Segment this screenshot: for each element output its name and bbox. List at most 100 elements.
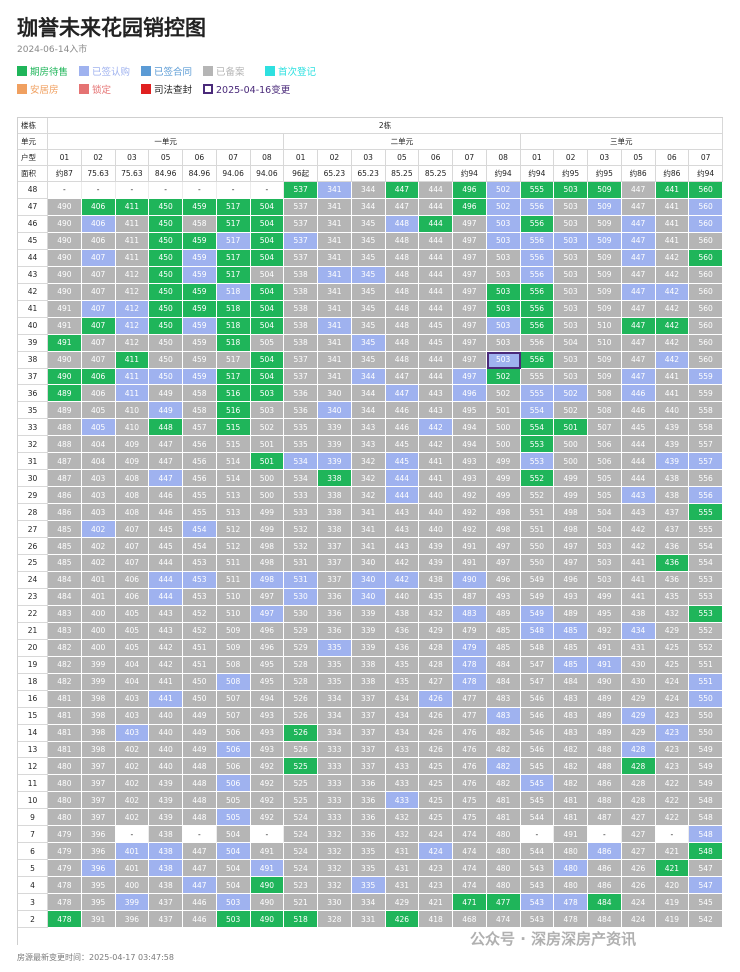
unit-cell: 402 bbox=[115, 758, 150, 776]
unit-cell: 398 bbox=[81, 707, 116, 725]
unit-cell: 447 bbox=[149, 436, 183, 454]
unit-cell: 497 bbox=[453, 215, 487, 233]
unit-cell: 441 bbox=[655, 182, 690, 199]
floor-label: 24 bbox=[18, 571, 48, 589]
unit-cell: 423 bbox=[655, 707, 690, 725]
unit-cell: 440 bbox=[419, 504, 453, 522]
unit-cell: 560 bbox=[689, 182, 723, 199]
unit-cell: 538 bbox=[284, 317, 318, 335]
unit-cell: 345 bbox=[351, 300, 386, 318]
unit-cell: 538 bbox=[284, 334, 318, 352]
unit-cell: 533 bbox=[284, 504, 318, 522]
unit-cell: 406 bbox=[81, 385, 116, 403]
unit-cell: 447 bbox=[621, 215, 656, 233]
unit-cell: 498 bbox=[554, 521, 588, 539]
unit-cell: 438 bbox=[149, 860, 183, 878]
legend-item: 已签认购 bbox=[79, 64, 141, 78]
unit-cell: 551 bbox=[689, 673, 723, 691]
unit-cell: 447 bbox=[385, 368, 420, 386]
unit-cell: 424 bbox=[419, 843, 453, 861]
unit-cell: 491 bbox=[453, 555, 487, 572]
unit-cell: 505 bbox=[216, 809, 251, 827]
unit-cell: 456 bbox=[183, 470, 217, 488]
unit-cell: 509 bbox=[588, 232, 622, 250]
unit-cell: 504 bbox=[216, 843, 251, 861]
floor-label: 36 bbox=[18, 385, 48, 403]
unit-cell: 398 bbox=[81, 741, 116, 759]
unit-cell: 444 bbox=[621, 453, 656, 471]
unit-cell: 400 bbox=[81, 622, 116, 640]
unit-cell: 456 bbox=[183, 436, 217, 454]
unit-cell: 552 bbox=[520, 487, 555, 505]
unit-cell: 557 bbox=[689, 453, 723, 471]
unit-cell: 448 bbox=[385, 351, 420, 369]
unit-cell: 490 bbox=[250, 894, 285, 912]
floor-label: 6 bbox=[18, 843, 48, 861]
unit-cell: 505 bbox=[250, 334, 285, 352]
unit-cell: 407 bbox=[115, 521, 150, 539]
unit-cell: 480 bbox=[48, 809, 82, 827]
unit-cell: 548 bbox=[689, 826, 723, 844]
unit-cell: 333 bbox=[318, 809, 352, 827]
unit-cell: 447 bbox=[149, 470, 183, 488]
unit-cell: 498 bbox=[554, 504, 588, 522]
unit-cell: 497 bbox=[554, 555, 588, 572]
unit-cell: 411 bbox=[115, 215, 150, 233]
unit-cell: 426 bbox=[419, 707, 453, 725]
unit-cell: 448 bbox=[149, 419, 183, 437]
unit-cell: 423 bbox=[419, 877, 453, 895]
unit-cell: 447 bbox=[621, 317, 656, 335]
unit-cell: 486 bbox=[588, 860, 622, 878]
unit-cell: 490 bbox=[48, 368, 82, 386]
unit-cell: 479 bbox=[48, 860, 82, 878]
unit-cell: 402 bbox=[115, 775, 150, 793]
unit-cell: 545 bbox=[689, 894, 723, 912]
unit-cell: 343 bbox=[351, 436, 386, 454]
floor-label: 38 bbox=[18, 351, 48, 369]
unit-cell: 480 bbox=[48, 792, 82, 810]
unit-cell: 450 bbox=[149, 249, 183, 267]
unit-cell: 501 bbox=[554, 419, 588, 437]
unit-cell: 331 bbox=[351, 911, 386, 929]
unit-cell: 338 bbox=[318, 521, 352, 539]
unit-cell: 498 bbox=[250, 555, 285, 572]
header-type: 03 bbox=[588, 150, 622, 166]
unit-cell: 334 bbox=[318, 724, 352, 742]
floor-label: 32 bbox=[18, 436, 48, 454]
unit-cell: 441 bbox=[655, 198, 690, 216]
unit-cell: 336 bbox=[351, 826, 386, 844]
unit-cell: 439 bbox=[655, 436, 690, 454]
unit-cell: 330 bbox=[318, 894, 352, 912]
unit-cell: 503 bbox=[554, 300, 588, 318]
header-type: 05 bbox=[621, 150, 656, 166]
unit-cell: 499 bbox=[250, 521, 285, 539]
unit-cell: 497 bbox=[453, 232, 487, 250]
unit-cell: 335 bbox=[351, 843, 386, 861]
unit-cell: 554 bbox=[689, 538, 723, 556]
unit-cell: 496 bbox=[554, 571, 588, 589]
unit-cell: 554 bbox=[520, 419, 555, 437]
unit-cell: 399 bbox=[81, 656, 116, 674]
unit-cell: 517 bbox=[216, 351, 251, 369]
unit-cell: 560 bbox=[689, 300, 723, 318]
unit-cell: 334 bbox=[351, 894, 386, 912]
unit-cell: 333 bbox=[318, 758, 352, 776]
unit-cell: 426 bbox=[385, 911, 420, 929]
unit-cell: 433 bbox=[385, 758, 420, 776]
unit-cell: 493 bbox=[250, 707, 285, 725]
unit-cell: 499 bbox=[588, 588, 622, 606]
unit-cell: 424 bbox=[621, 911, 656, 929]
unit-cell: 412 bbox=[115, 266, 150, 284]
unit-cell: 490 bbox=[48, 351, 82, 369]
floor-label: 4 bbox=[18, 877, 48, 895]
unit-cell: 504 bbox=[250, 198, 285, 216]
unit-cell: 506 bbox=[216, 741, 251, 759]
unit-cell: 549 bbox=[520, 605, 555, 623]
unit-cell: 486 bbox=[588, 877, 622, 895]
unit-cell: 432 bbox=[655, 605, 690, 623]
unit-cell: 511 bbox=[216, 571, 251, 589]
unit-cell: 506 bbox=[216, 724, 251, 742]
unit-cell: 487 bbox=[48, 453, 82, 471]
unit-cell: 497 bbox=[486, 555, 521, 572]
unit-cell: 546 bbox=[520, 741, 555, 759]
